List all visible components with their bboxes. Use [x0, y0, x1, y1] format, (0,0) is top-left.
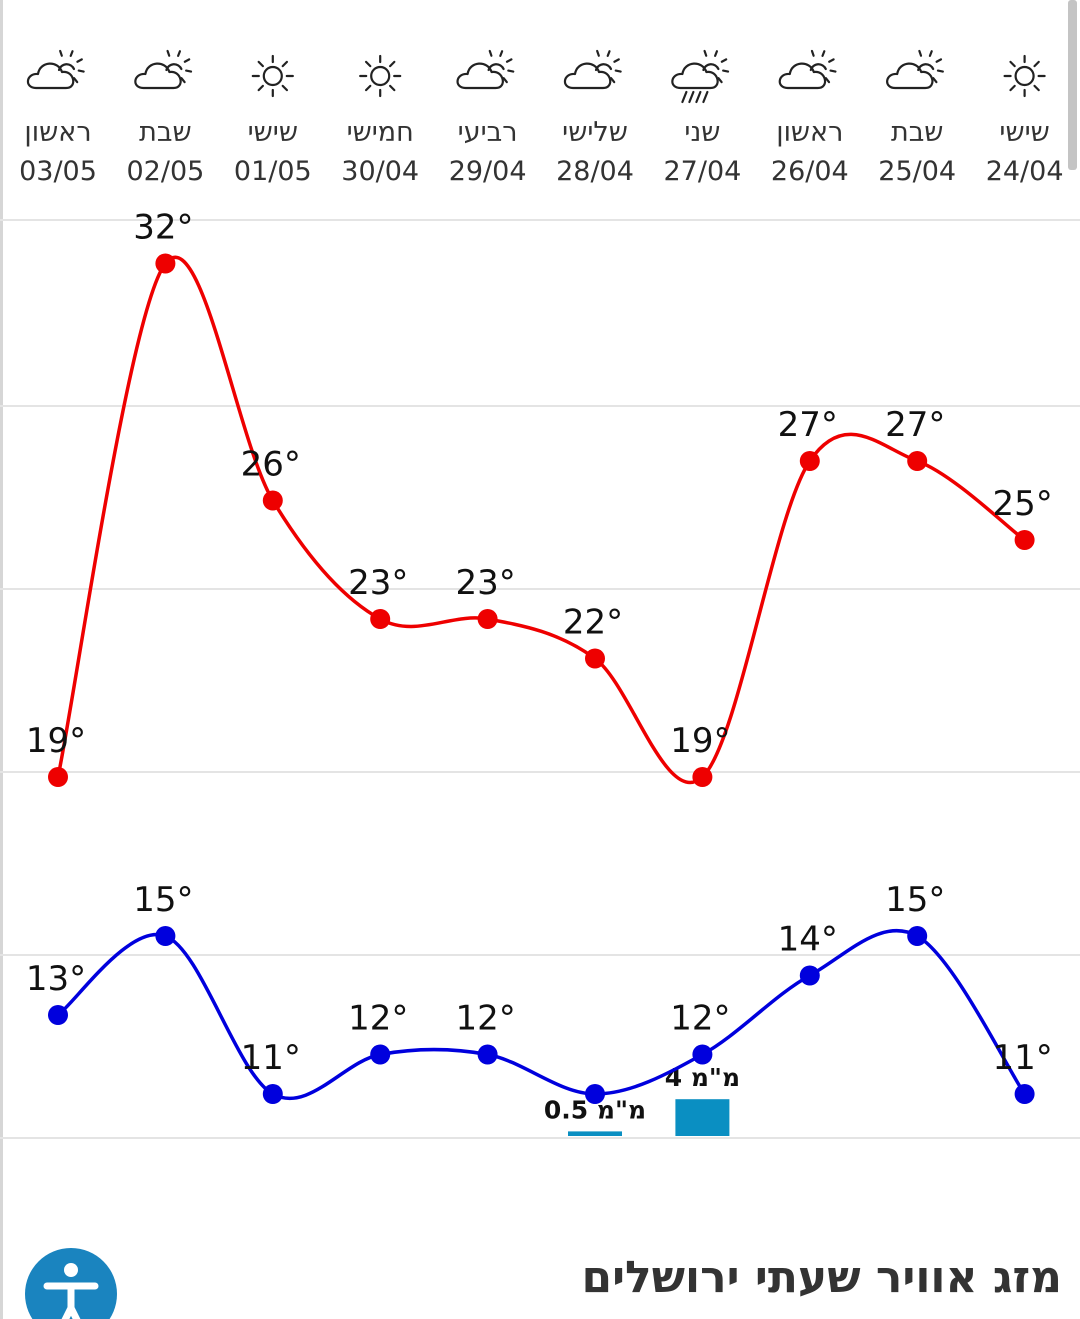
temperature-series: [48, 253, 1035, 1104]
sun-icon: [1003, 54, 1046, 98]
min-temp-point: [370, 1044, 391, 1065]
min-temp-point: [262, 1084, 283, 1104]
min-temp-point: [48, 1005, 68, 1025]
partly-cloudy-icon: [134, 49, 193, 90]
max-temp-point: [262, 490, 283, 511]
grid-lines: [0, 219, 1080, 1139]
left-edge-border: [0, 0, 3, 1319]
day-name: ראשון: [24, 117, 91, 148]
min-temp-label: 13°: [26, 959, 86, 999]
max-temp-point: [585, 648, 605, 669]
rain-cloud-icon: [671, 49, 730, 104]
rain-bar: [568, 1131, 622, 1136]
min-temp-label: 11°: [241, 1038, 301, 1078]
sun-icon: [359, 54, 402, 98]
day-name: ראשון: [776, 117, 843, 148]
partly-cloudy-icon: [456, 49, 515, 90]
min-temp-label: 15°: [885, 880, 945, 920]
min-temp-label: 15°: [133, 880, 193, 920]
page-title: מזג אוויר שעתי ירושלים: [581, 1252, 1062, 1303]
day-name: שלישי: [562, 117, 628, 148]
max-temp-point: [370, 609, 391, 629]
date-label: 28/04: [556, 156, 634, 187]
max-temp-label: 26°: [241, 445, 301, 485]
min-temp-label: 12°: [670, 999, 730, 1039]
min-temp-point: [585, 1084, 605, 1104]
max-temp-label: 25°: [992, 484, 1052, 524]
day-name: חמישי: [347, 117, 414, 148]
date-label: 25/04: [878, 156, 956, 187]
partly-cloudy-icon: [778, 49, 837, 90]
max-temp-point: [477, 609, 498, 629]
partly-cloudy-icon: [563, 49, 622, 90]
max-temp-label: 19°: [26, 721, 86, 761]
rain-bars: 0.5 מ"מ4 מ"מ: [544, 1063, 740, 1136]
max-temp-point: [1014, 530, 1035, 550]
min-temp-point: [477, 1044, 498, 1065]
date-label: 01/05: [234, 156, 312, 187]
partly-cloudy-icon: [26, 49, 85, 90]
day-name: שישי: [248, 117, 298, 148]
accessibility-button[interactable]: [25, 1248, 117, 1319]
max-temp-point: [48, 767, 68, 787]
min-temp-label: 11°: [992, 1038, 1052, 1078]
min-temp-point: [907, 926, 928, 946]
min-temp-point: [1014, 1084, 1035, 1104]
day-header-row: ראשון 03/05 שבת 02/05 שישי 01/05 חמישי 30/04 רבי…: [19, 49, 1064, 187]
max-temp-label: 23°: [455, 563, 515, 603]
max-temp-point: [907, 451, 928, 471]
max-temp-label: 23°: [348, 563, 408, 603]
max-temp-point: [692, 767, 713, 787]
partly-cloudy-icon: [886, 49, 944, 90]
min-temp-label: 12°: [348, 999, 408, 1039]
min-temp-label: 12°: [455, 999, 515, 1039]
date-label: 26/04: [771, 156, 849, 187]
sun-icon: [251, 54, 294, 98]
max-temp-label: 27°: [778, 405, 838, 445]
date-label: 02/05: [126, 156, 204, 187]
day-name: שישי: [999, 117, 1049, 148]
min-temp-point: [692, 1044, 713, 1065]
date-label: 29/04: [449, 156, 527, 187]
max-temp-label: 19°: [670, 721, 730, 761]
max-temp-label: 22°: [563, 603, 623, 643]
accessibility-person-icon: [43, 1263, 99, 1319]
scrollbar-thumb[interactable]: [1068, 0, 1077, 170]
min-temp-line: [56, 928, 1027, 1101]
forecast-chart: ראשון 03/05 שבת 02/05 שישי 01/05 חמישי 30/04 רבי…: [0, 49, 1080, 1139]
max-temp-point: [799, 451, 820, 471]
temperature-labels: 19° 32° 26° 23° 23° 22° 19° 27° 27° 25° 13° 15° 11° 1…: [26, 208, 1053, 1079]
date-label: 03/05: [19, 156, 97, 187]
day-name: רביעי: [458, 117, 518, 148]
min-temp-point: [799, 965, 820, 986]
max-temp-label: 27°: [885, 405, 945, 445]
max-temp-point: [155, 253, 176, 274]
day-name: שני: [684, 117, 720, 148]
day-name: שבת: [139, 117, 191, 148]
min-temp-label: 14°: [778, 920, 838, 960]
day-name: שבת: [891, 117, 943, 148]
date-label: 27/04: [663, 156, 741, 187]
date-label: 30/04: [341, 156, 419, 187]
min-temp-point: [155, 926, 176, 946]
date-label: 24/04: [986, 156, 1064, 187]
max-temp-line: [56, 255, 1026, 785]
max-temp-label: 32°: [133, 208, 193, 248]
rain-bar: [675, 1099, 730, 1136]
